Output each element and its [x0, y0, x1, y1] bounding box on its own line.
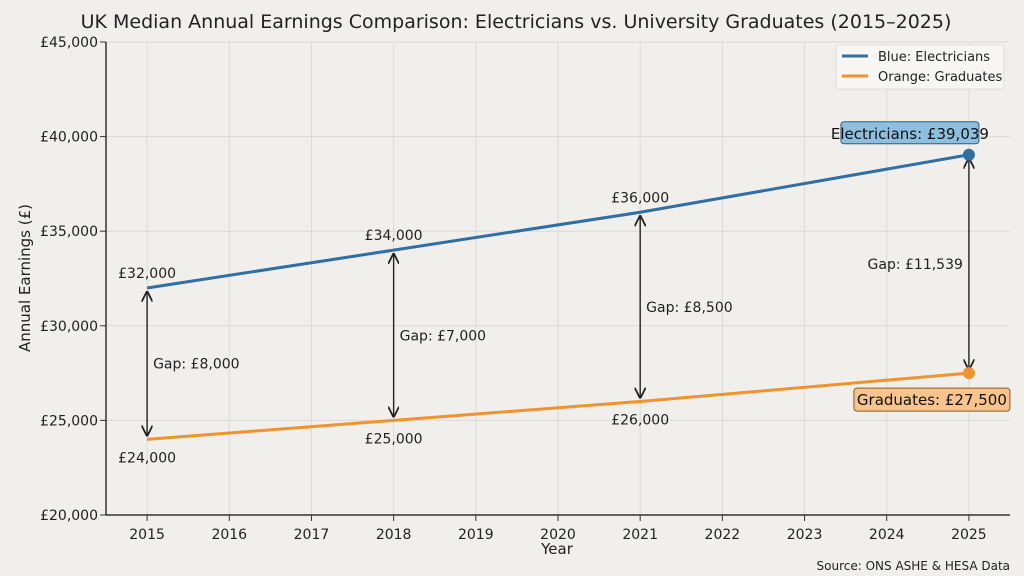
graduates-point-label: £26,000: [611, 412, 669, 428]
graduates-end-label: Graduates: £27,500: [857, 391, 1007, 409]
graduates-point-label: £24,000: [118, 450, 176, 466]
x-tick-label: 2018: [376, 527, 412, 543]
y-tick-label: £40,000: [40, 130, 98, 146]
gap-label: Gap: £7,000: [400, 328, 486, 344]
x-tick-label: 2022: [705, 527, 741, 543]
graduates-end-marker: [962, 367, 975, 380]
source-note: Source: ONS ASHE & HESA Data: [817, 559, 1010, 573]
electricians-end-label-box: [840, 121, 980, 145]
electricians-point-label: £32,000: [118, 266, 176, 282]
graduates-end-label-box: [853, 387, 1011, 412]
electricians-point-label: £36,000: [611, 190, 669, 206]
x-tick-label: 2019: [458, 527, 494, 543]
y-tick-label: £30,000: [40, 319, 98, 335]
legend: Blue: Electricians Orange: Graduates: [835, 44, 1005, 90]
x-tick-label: 2025: [951, 527, 987, 543]
y-axis-label: Annual Earnings (£): [16, 204, 34, 352]
x-tick-label: 2017: [294, 527, 330, 543]
electricians-end-marker: [962, 148, 975, 161]
x-tick-label: 2016: [211, 527, 247, 543]
x-tick-label: 2021: [622, 527, 658, 543]
legend-label-electricians: Blue: Electricians: [878, 50, 990, 65]
electricians-point-label: £34,000: [365, 228, 423, 244]
electricians-line: [146, 153, 970, 290]
graduates-line: [146, 371, 970, 441]
y-tick-label: £25,000: [40, 413, 98, 429]
graduates-point-label: £25,000: [365, 431, 423, 447]
electricians-end-label: Electricians: £39,039: [831, 125, 989, 143]
y-tick-label: £45,000: [40, 35, 98, 51]
gap-label: Gap: £8,000: [153, 357, 239, 373]
x-tick-label: 2023: [787, 527, 823, 543]
y-tick-label: £20,000: [40, 508, 98, 524]
chart-title: UK Median Annual Earnings Comparison: El…: [81, 11, 952, 33]
x-tick-label: 2020: [540, 527, 576, 543]
legend-label-graduates: Orange: Graduates: [878, 70, 1002, 85]
y-tick-label: £35,000: [40, 224, 98, 240]
gap-label: Gap: £8,500: [646, 300, 732, 316]
x-axis-label: Year: [540, 540, 574, 558]
gap-label: Gap: £11,539: [868, 257, 963, 273]
x-tick-label: 2024: [869, 527, 905, 543]
x-tick-label: 2015: [129, 527, 165, 543]
